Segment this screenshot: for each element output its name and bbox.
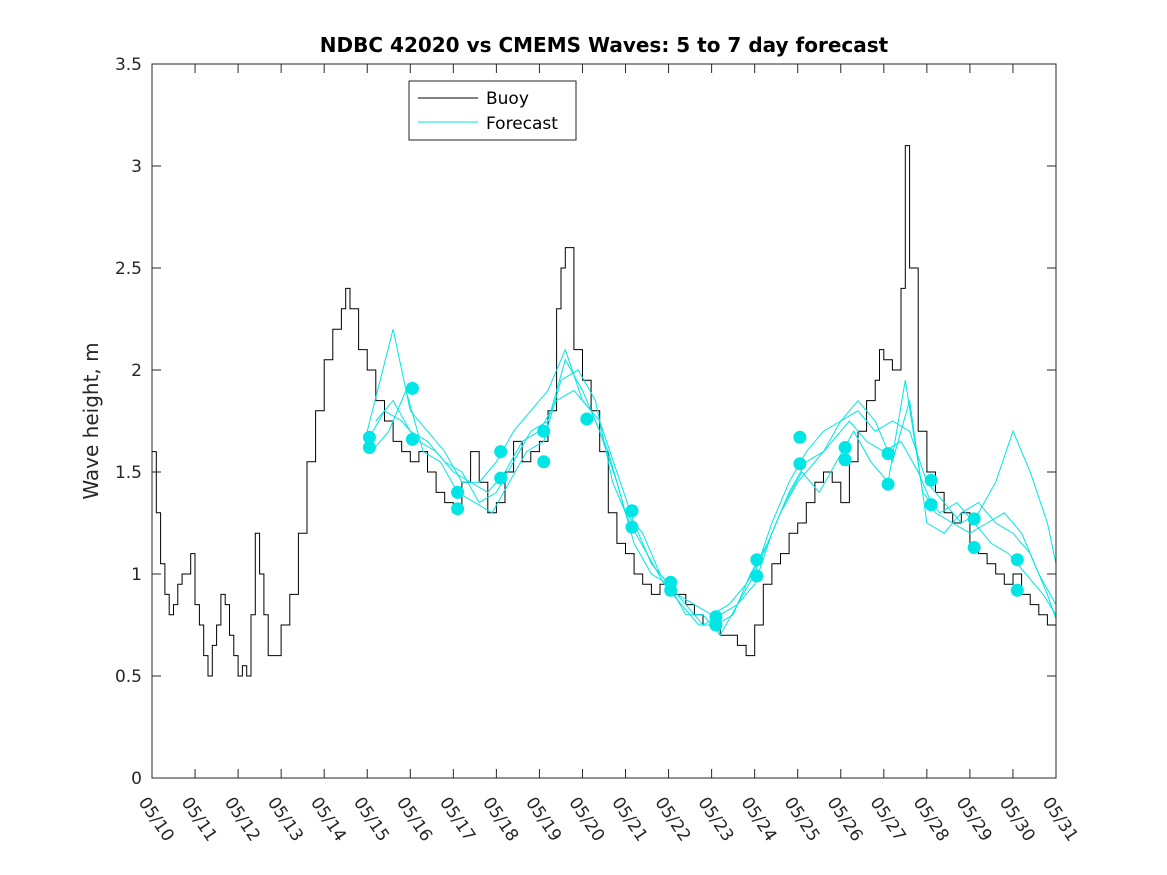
forecast-marker: [362, 441, 376, 454]
forecast-marker: [924, 498, 938, 512]
forecast-marker: [750, 553, 764, 567]
y-tick-label: 1.5: [115, 463, 142, 483]
forecast-marker: [793, 457, 807, 471]
y-tick-label: 1: [131, 565, 142, 585]
forecast-marker: [451, 502, 465, 516]
legend-buoy-label: Buoy: [486, 89, 529, 109]
forecast-marker: [405, 381, 419, 395]
forecast-marker: [709, 618, 723, 632]
legend: Buoy Forecast: [408, 80, 577, 141]
y-axis-ticks: 0 0.5 1 1.5 2 2.5 3 3.5: [115, 55, 1056, 789]
chart-title: NDBC 42020 vs CMEMS Waves: 5 to 7 day fo…: [320, 33, 889, 57]
forecast-marker: [881, 477, 895, 491]
forecast-marker: [537, 455, 551, 469]
y-tick-label: 0.5: [115, 667, 142, 687]
forecast-series-line: [375, 358, 1057, 637]
buoy-series-line: [152, 145, 1057, 677]
forecast-marker: [1010, 553, 1024, 567]
y-tick-label: 3.5: [115, 55, 142, 75]
y-tick-label: 2: [131, 361, 142, 381]
forecast-marker: [625, 504, 639, 518]
forecast-marker: [494, 471, 508, 485]
y-tick-label: 0: [131, 769, 142, 789]
forecast-marker: [967, 512, 981, 526]
axes-box: [151, 63, 1057, 779]
forecast-marker: [664, 583, 678, 597]
forecast-marker: [881, 447, 895, 461]
forecast-marker: [451, 485, 465, 499]
legend-box: [408, 80, 577, 141]
plot-area: [152, 64, 1056, 778]
forecast-marker: [580, 412, 594, 426]
forecast-marker: [750, 569, 764, 583]
forecast-marker: [405, 432, 419, 446]
marker-layer: [362, 381, 1024, 632]
legend-forecast-label: Forecast: [486, 114, 558, 134]
forecast-marker: [494, 445, 508, 459]
forecast-marker: [967, 541, 981, 554]
y-tick-label: 2.5: [115, 259, 142, 279]
forecast-marker: [838, 441, 852, 454]
forecast-marker: [1010, 583, 1024, 597]
y-tick-label: 3: [131, 157, 142, 177]
forecast-marker: [625, 520, 639, 534]
forecast-marker: [838, 453, 852, 467]
forecast-marker: [924, 473, 938, 487]
forecast-marker: [793, 430, 807, 444]
y-axis-label: Wave height, m: [79, 342, 103, 499]
forecast-marker: [537, 424, 551, 438]
